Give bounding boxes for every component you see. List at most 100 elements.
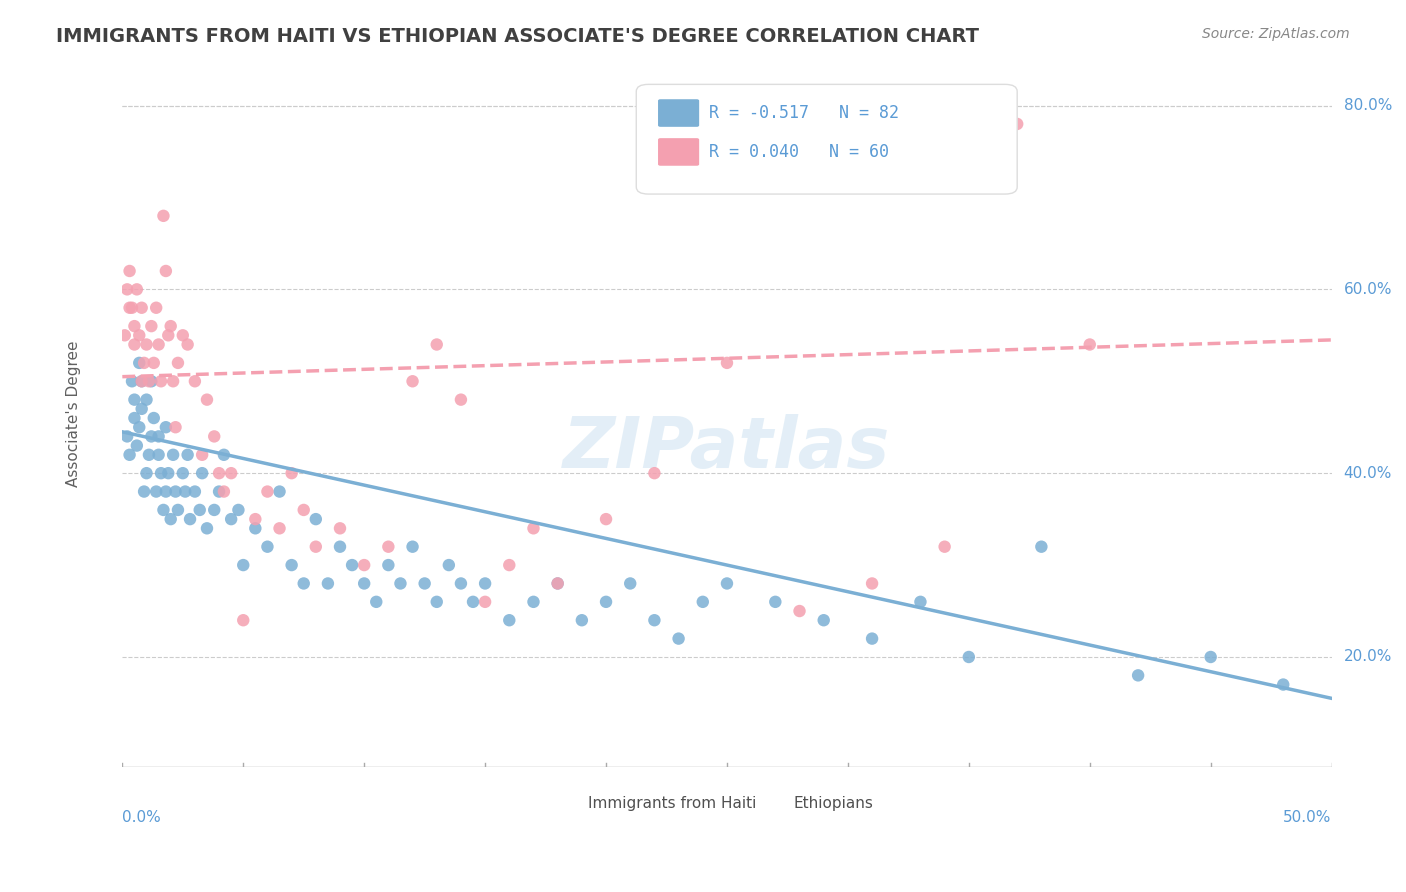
Point	[162, 374, 184, 388]
Point	[202, 429, 225, 443]
Point	[813, 613, 835, 627]
Point	[1272, 677, 1295, 691]
Point	[329, 540, 352, 554]
Point	[131, 374, 153, 388]
Text: R = 0.040   N = 60: R = 0.040 N = 60	[709, 143, 889, 161]
Text: ZIPatlas: ZIPatlas	[564, 414, 890, 483]
Point	[148, 448, 170, 462]
Point	[114, 328, 136, 343]
Text: 50.0%: 50.0%	[1284, 810, 1331, 825]
Point	[191, 466, 214, 480]
Point	[125, 282, 148, 296]
Point	[141, 374, 163, 388]
Point	[595, 595, 617, 609]
Point	[498, 558, 520, 572]
Point	[135, 392, 157, 407]
Point	[142, 411, 165, 425]
Point	[292, 576, 315, 591]
Point	[366, 595, 388, 609]
Point	[910, 595, 932, 609]
Point	[353, 576, 375, 591]
Point	[118, 301, 141, 315]
Point	[789, 604, 811, 618]
Point	[132, 484, 155, 499]
Point	[208, 466, 231, 480]
Point	[176, 448, 198, 462]
Point	[643, 466, 665, 480]
Point	[157, 328, 180, 343]
Point	[118, 448, 141, 462]
Point	[461, 595, 484, 609]
Point	[957, 650, 980, 665]
Point	[159, 319, 181, 334]
Point	[150, 374, 173, 388]
Point	[1005, 117, 1028, 131]
Point	[377, 540, 399, 554]
Point	[159, 512, 181, 526]
Point	[219, 512, 242, 526]
FancyBboxPatch shape	[555, 792, 582, 814]
Point	[716, 356, 738, 370]
Point	[1126, 668, 1149, 682]
FancyBboxPatch shape	[658, 99, 699, 127]
FancyBboxPatch shape	[658, 138, 699, 166]
Point	[148, 429, 170, 443]
Point	[212, 484, 235, 499]
Point	[232, 613, 254, 627]
Point	[155, 484, 177, 499]
Point	[150, 466, 173, 480]
Point	[115, 429, 138, 443]
Text: Associate's Degree: Associate's Degree	[66, 340, 82, 487]
FancyBboxPatch shape	[637, 85, 1017, 194]
Point	[124, 319, 146, 334]
Text: R = -0.517   N = 82: R = -0.517 N = 82	[709, 103, 898, 121]
Point	[135, 337, 157, 351]
Point	[128, 420, 150, 434]
Point	[305, 512, 328, 526]
Point	[167, 503, 190, 517]
Point	[245, 512, 267, 526]
Point	[426, 595, 449, 609]
Point	[692, 595, 714, 609]
Point	[245, 521, 267, 535]
Point	[269, 484, 291, 499]
Text: Source: ZipAtlas.com: Source: ZipAtlas.com	[1202, 27, 1350, 41]
Point	[450, 576, 472, 591]
Point	[860, 576, 883, 591]
Point	[165, 420, 187, 434]
Point	[202, 503, 225, 517]
Point	[228, 503, 250, 517]
Point	[522, 521, 544, 535]
Point	[212, 448, 235, 462]
Point	[124, 411, 146, 425]
Point	[195, 392, 218, 407]
Text: Immigrants from Haiti: Immigrants from Haiti	[588, 796, 756, 811]
Point	[305, 540, 328, 554]
Point	[269, 521, 291, 535]
Point	[547, 576, 569, 591]
Point	[152, 503, 174, 517]
Point	[219, 466, 242, 480]
Point	[437, 558, 460, 572]
Point	[426, 337, 449, 351]
Point	[934, 540, 956, 554]
Point	[668, 632, 690, 646]
Point	[860, 632, 883, 646]
Point	[595, 512, 617, 526]
Point	[763, 595, 786, 609]
Point	[1031, 540, 1053, 554]
Point	[340, 558, 363, 572]
Point	[124, 392, 146, 407]
Point	[353, 558, 375, 572]
Point	[131, 374, 153, 388]
Point	[195, 521, 218, 535]
Point	[179, 512, 201, 526]
Point	[329, 521, 352, 535]
Point	[401, 540, 423, 554]
Point	[716, 576, 738, 591]
Point	[142, 356, 165, 370]
Point	[176, 337, 198, 351]
Point	[131, 301, 153, 315]
Point	[619, 576, 641, 591]
Point	[155, 264, 177, 278]
